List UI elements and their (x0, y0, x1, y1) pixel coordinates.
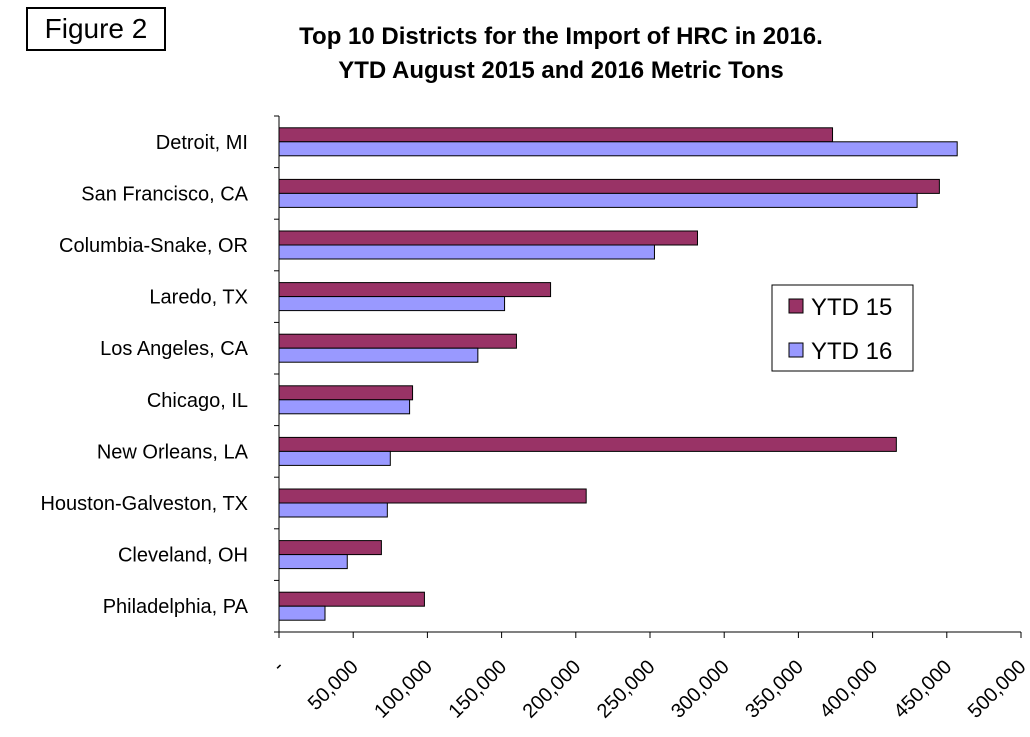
figure-label: Figure 2 (26, 7, 166, 51)
bar-ytd-15-san-francisco-ca (278, 178, 940, 194)
x-tick-label: 100,000 (370, 656, 437, 723)
x-tick-label: 400,000 (815, 656, 882, 723)
x-tick-label: 300,000 (667, 656, 734, 723)
category-label: Columbia-Snake, OR (59, 235, 248, 257)
chart-title: Top 10 Districts for the Import of HRC i… (299, 23, 823, 50)
bar-ytd-16-chicago-il (278, 399, 411, 415)
bar-ytd-16-houston-galveston-tx (278, 502, 388, 518)
category-label: New Orleans, LA (97, 441, 249, 463)
bar-ytd-16-columbia-snake-or (278, 244, 655, 260)
category-label: San Francisco, CA (81, 183, 248, 205)
legend-swatch-ytd-16 (788, 342, 804, 358)
x-tick-label: 500,000 (964, 656, 1030, 723)
legend-label-ytd-16: YTD 16 (811, 338, 892, 365)
bar-ytd-15-columbia-snake-or (278, 230, 698, 246)
category-label: Cleveland, OH (118, 545, 248, 567)
bar-ytd-15-los-angeles-ca (278, 333, 517, 349)
bar-ytd-16-philadelphia-pa (278, 605, 326, 621)
x-tick-label: 250,000 (593, 656, 660, 723)
legend: YTD 15 YTD 16 (771, 284, 914, 372)
bar-ytd-15-new-orleans-la (278, 436, 897, 452)
category-label: Houston-Galveston, TX (40, 493, 248, 515)
bar-ytd-16-san-francisco-ca (278, 192, 918, 208)
bar-ytd-15-detroit-mi (278, 127, 834, 143)
bar-ytd-16-los-angeles-ca (278, 347, 479, 363)
category-label: Chicago, IL (147, 390, 248, 412)
legend-label-ytd-15: YTD 15 (811, 294, 892, 321)
category-label: Laredo, TX (149, 287, 248, 309)
x-tick-label: 350,000 (741, 656, 808, 723)
plot-area: -50,000 100,000 150,000 200,000 250,000 300,0… (40, 115, 1030, 723)
x-tick-label: 200,000 (519, 656, 586, 723)
bar-ytd-16-cleveland-oh (278, 554, 348, 570)
bar-ytd-15-chicago-il (278, 385, 414, 401)
bar-ytd-16-detroit-mi (278, 141, 958, 157)
category-label: Philadelphia, PA (103, 596, 249, 618)
bar-ytd-16-new-orleans-la (278, 450, 391, 466)
x-tick-label: 450,000 (890, 656, 957, 723)
x-tick-label: 50,000 (304, 656, 363, 715)
x-tick-label: - (268, 656, 288, 676)
x-tick-label: 150,000 (444, 656, 511, 723)
bar-ytd-15-philadelphia-pa (278, 591, 425, 607)
category-label: Los Angeles, CA (100, 338, 249, 360)
bar-ytd-15-laredo-tx (278, 282, 552, 298)
category-label: Detroit, MI (156, 132, 248, 154)
bar-ytd-16-laredo-tx (278, 296, 506, 312)
bar-ytd-15-cleveland-oh (278, 540, 382, 556)
chart-subtitle: YTD August 2015 and 2016 Metric Tons (338, 57, 783, 84)
legend-swatch-ytd-15 (788, 298, 804, 314)
bar-ytd-15-houston-galveston-tx (278, 488, 587, 504)
